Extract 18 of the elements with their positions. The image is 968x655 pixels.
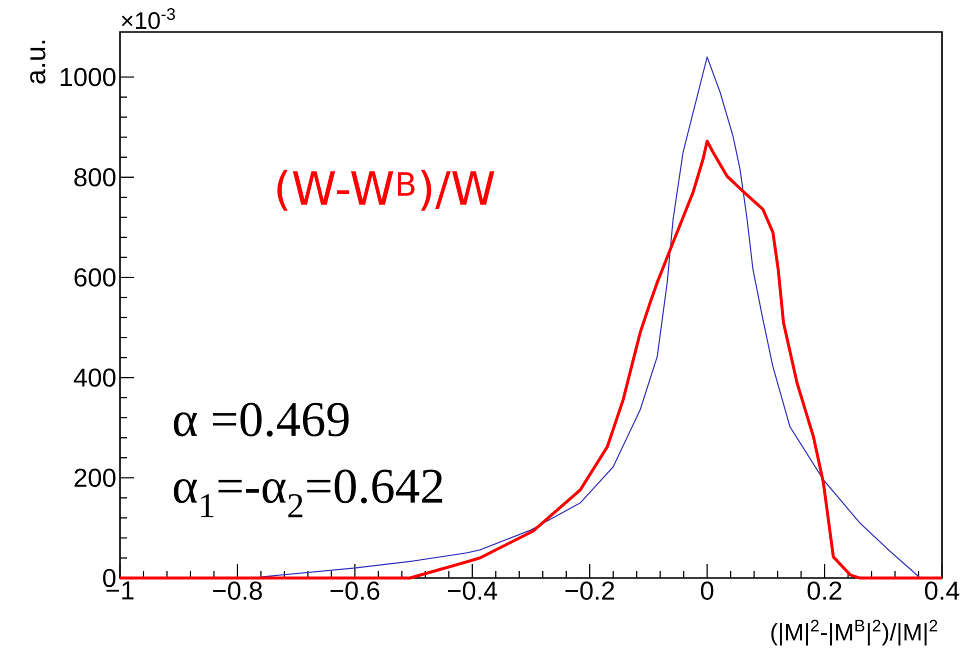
x-tick-label: 0 [700,582,714,600]
y-axis-title: a.u. [30,40,46,84]
annotation: α$_{1}$=-α$_{2}$=0.642 [174,470,442,518]
y-tick-label: 1000 [60,68,116,86]
x-tick-label: −0.4 [448,582,498,600]
text: ×10$^{-3}$ [122,8,175,30]
x-tick-label: −0.2 [565,582,614,600]
x-tick-label: −0.8 [213,582,262,600]
x-axis-title: (|M|$^{2}$-|M$^{B}$|$^{2}$)/|M|$^{2}$ [771,620,938,646]
annotation: α =0.469 [174,402,349,437]
annotation: (W-W$^{B}$)/W [277,170,494,211]
x-tick-label: 0.2 [808,582,842,600]
x-tick-label: −0.6 [330,582,380,600]
y-tick-label: 800 [74,168,116,186]
y-tick-label: 400 [74,368,116,387]
y-tick-label: 200 [74,468,116,487]
y-tick-label: 600 [74,268,116,287]
x-tick-label: 0.4 [925,582,960,600]
